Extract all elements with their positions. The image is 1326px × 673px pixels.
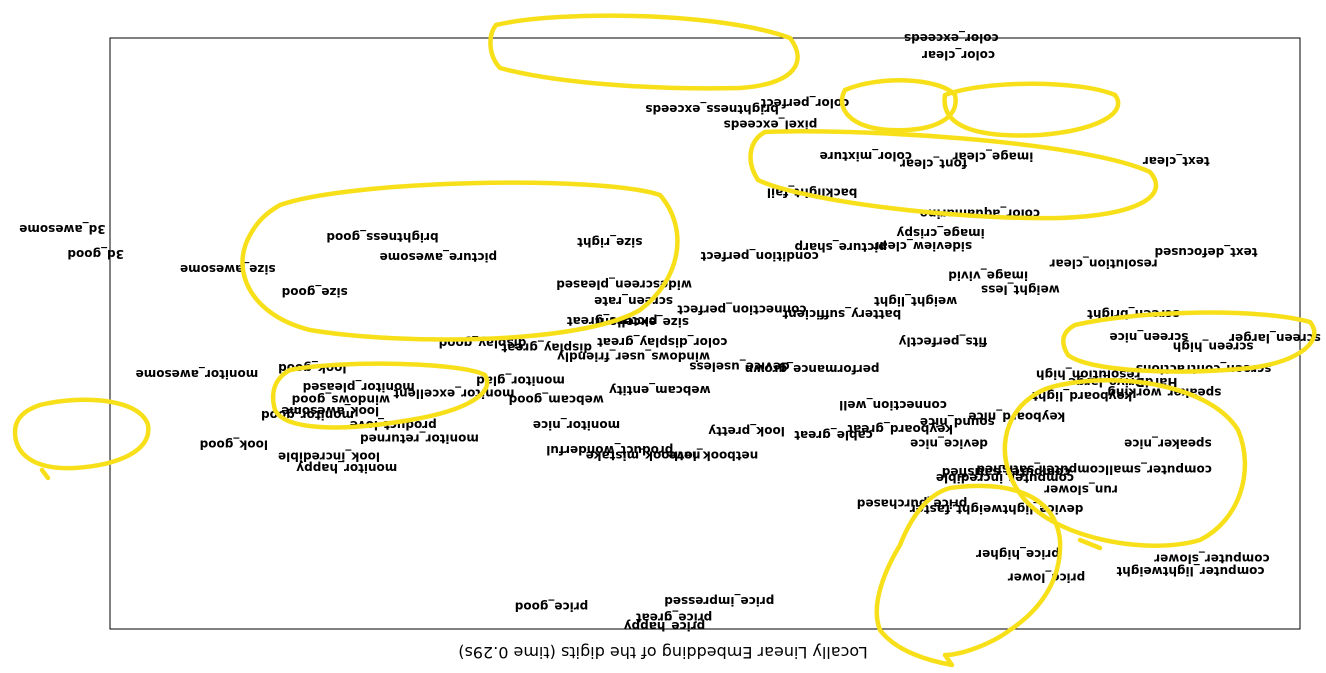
point-label: 3d_awesome bbox=[19, 221, 105, 236]
chart-title: Locally Linear Embedding of the digits (… bbox=[458, 643, 868, 662]
point-label: webcam_good bbox=[509, 392, 604, 407]
plot-frame bbox=[109, 37, 1301, 630]
highlight-text-group bbox=[1002, 378, 1248, 551]
point-label: monitor_returned bbox=[360, 431, 479, 446]
point-label: color_display_great bbox=[597, 334, 727, 349]
point-label: speaker_nice bbox=[1124, 435, 1212, 450]
point-label: netbook_love bbox=[668, 448, 758, 463]
point-label: connection_well bbox=[839, 397, 947, 412]
point-label: widescreen_pleased bbox=[556, 276, 692, 291]
highlight-computer-slower-group bbox=[942, 81, 1121, 138]
point-label: computer_smallcomputer_satisfied bbox=[976, 461, 1211, 476]
point-label: screen_larger bbox=[1229, 330, 1321, 345]
highlight-price-group bbox=[488, 13, 800, 91]
point-label: monitor_awesome bbox=[136, 366, 259, 381]
point-label: color_mixture bbox=[820, 148, 912, 163]
highlight-monitor-group bbox=[240, 180, 680, 342]
point-label: screen_high bbox=[1173, 338, 1254, 353]
yellow-highlight-annotations bbox=[12, 13, 1317, 668]
point-label: price_great bbox=[636, 610, 713, 625]
point-label: connection_perfect bbox=[677, 302, 806, 317]
point-label: price_purchased bbox=[857, 496, 968, 511]
point-label: picture_sharp bbox=[794, 239, 887, 254]
point-label: screen_nice bbox=[1109, 329, 1188, 344]
point-label: product_wonderful bbox=[546, 442, 673, 457]
point-label: windows_good bbox=[292, 392, 390, 407]
point-label: text_clear bbox=[1143, 153, 1210, 168]
point-label: cable_great bbox=[794, 427, 873, 442]
point-label: image_clear bbox=[953, 149, 1034, 164]
point-label: size_good bbox=[282, 284, 348, 299]
point-label: battery_sufficient bbox=[782, 306, 901, 321]
point-label: device_nice bbox=[910, 435, 988, 450]
point-label: sideview_clear bbox=[873, 238, 972, 253]
point-label: windows_user_friendly bbox=[557, 348, 710, 363]
point-label: display_great bbox=[501, 340, 592, 355]
point-label: weight_light bbox=[874, 293, 958, 308]
point-label: run_slower bbox=[1044, 481, 1118, 496]
point-label: image_crispy bbox=[896, 225, 984, 240]
point-label: image_vivid bbox=[948, 267, 1028, 282]
point-label: size_right bbox=[577, 234, 643, 249]
point-label: picture_awesome bbox=[380, 249, 498, 264]
highlight-device-group bbox=[748, 129, 1159, 221]
point-label: size_awesome bbox=[180, 261, 276, 276]
point-label: monitor_happy bbox=[296, 460, 397, 475]
point-label: color_exceeds bbox=[904, 30, 999, 45]
point-label: text_defocused bbox=[1154, 244, 1257, 259]
point-label: color_clear bbox=[922, 47, 995, 62]
point-label: computer_slower bbox=[1154, 551, 1270, 566]
point-label: look_pretty bbox=[708, 423, 785, 438]
point-label: keyboard_light bbox=[1032, 388, 1132, 403]
highlight-screen-group bbox=[1061, 310, 1317, 374]
point-label: monitor_pleased bbox=[303, 379, 415, 394]
point-label: monitor_nice bbox=[533, 417, 620, 432]
point-label: color_perfect bbox=[760, 95, 849, 110]
point-label: netbook_mistake bbox=[586, 448, 701, 463]
highlight-price-higher-group bbox=[839, 78, 958, 133]
point-label: keyboard_nice bbox=[968, 409, 1065, 424]
point-label: condition_perfect bbox=[700, 248, 818, 263]
point-label: screen_rate bbox=[594, 293, 673, 308]
point-label: price_impressed bbox=[664, 593, 774, 608]
point-label: computer_incredible bbox=[936, 470, 1074, 485]
point-label: look_awesome bbox=[281, 403, 379, 418]
point-label: look_incredible bbox=[278, 448, 380, 463]
point-label: performance_grown bbox=[745, 361, 880, 376]
point-label: webcam_entity bbox=[609, 382, 711, 397]
point-label: device_useless bbox=[689, 359, 789, 374]
point-label: resolution_clear bbox=[1049, 256, 1157, 271]
point-label: 3d_good bbox=[67, 246, 124, 261]
point-label: computer_lightweight bbox=[1116, 563, 1264, 578]
point-label: pixel_exceeds bbox=[724, 117, 818, 132]
point-label: price_higher bbox=[976, 546, 1060, 561]
point-label: look_good bbox=[200, 437, 268, 452]
point-label: price_lower bbox=[1008, 569, 1085, 584]
highlight-color-clear-group bbox=[874, 483, 1063, 668]
point-label: price_happy bbox=[624, 618, 706, 633]
highlight-size-group bbox=[270, 361, 490, 430]
point-label: monitor_glad bbox=[476, 373, 565, 388]
point-label: brightness_good bbox=[326, 229, 438, 244]
point-label: brightness_exceeds bbox=[645, 101, 778, 116]
point-label: font_clear bbox=[900, 156, 967, 171]
point-label: weight_less bbox=[981, 282, 1060, 297]
point-label: sound_nice bbox=[920, 414, 995, 429]
point-label: price_good bbox=[515, 598, 589, 613]
point-label: keyboard_great bbox=[847, 421, 953, 436]
point-label: fits_perfectly bbox=[899, 334, 988, 349]
highlight-3d-group bbox=[12, 397, 151, 481]
